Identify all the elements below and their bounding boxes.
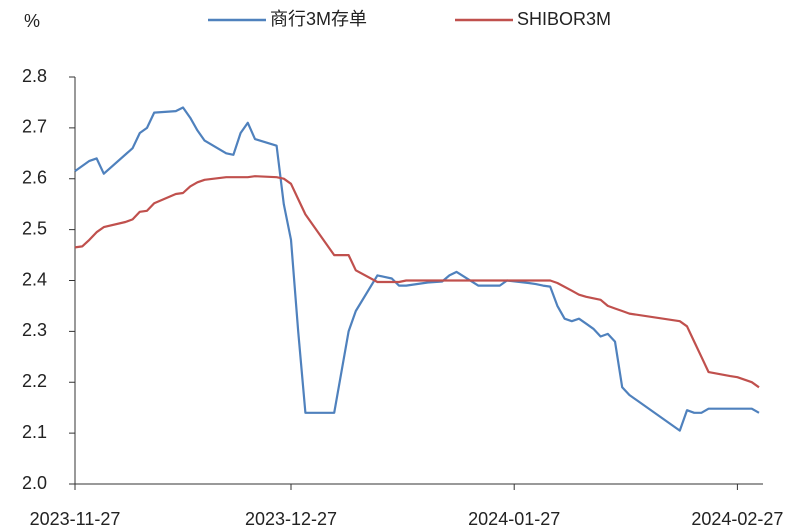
y-tick-label: 2.1 [22,422,47,442]
x-tick-label: 2023-11-27 [30,509,121,529]
y-tick-label: 2.6 [22,168,47,188]
line-series [74,106,760,432]
y-axis-label: % [24,11,40,31]
y-tick-label: 2.2 [22,371,47,391]
legend-label: 商行3M存单 [270,9,367,29]
y-tick-label: 2.3 [22,320,47,340]
line-series [74,175,760,389]
x-tick-label: 2024-01-27 [468,509,560,529]
y-tick-label: 2.4 [22,269,47,289]
y-tick-label: 2.7 [22,117,47,137]
y-tick-label: 2.0 [22,473,47,493]
y-tick-label: 2.5 [22,218,47,238]
x-tick-label: 2023-12-27 [245,509,337,529]
legend-label: SHIBOR3M [517,9,611,29]
x-tick-label: 2024-02-27 [691,509,783,529]
y-tick-label: 2.8 [22,66,47,86]
